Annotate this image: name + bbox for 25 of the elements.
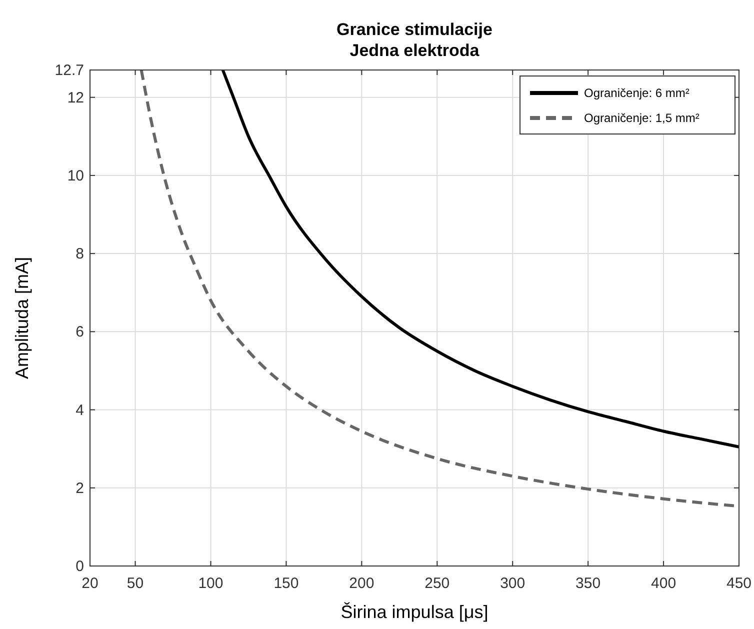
- y-tick-label: 2: [76, 480, 84, 497]
- legend-label: Ograničenje: 6 mm²: [584, 86, 690, 100]
- x-tick-label: 200: [349, 575, 374, 592]
- x-tick-label: 50: [126, 575, 144, 592]
- x-tick-label: 100: [198, 575, 224, 592]
- x-tick-label: 400: [651, 575, 676, 592]
- y-tick-label: 0: [76, 558, 84, 575]
- chart-subtitle: Jedna elektroda: [350, 41, 480, 60]
- y-tick-label: 4: [76, 402, 84, 419]
- y-tick-label: 8: [76, 246, 84, 263]
- chart-title: Granice stimulacije: [336, 20, 492, 39]
- y-tick-label: 12: [67, 89, 84, 106]
- x-tick-label: 250: [424, 575, 450, 592]
- y-tick-label: 12.7: [54, 62, 84, 79]
- line-series: [221, 68, 740, 448]
- x-tick-label: 300: [500, 575, 526, 592]
- x-tick-label: 20: [82, 575, 98, 592]
- y-tick-label: 6: [76, 324, 84, 341]
- x-tick-label: 150: [274, 575, 299, 592]
- x-tick-label: 450: [726, 575, 752, 592]
- x-axis-title: Širina impulsa [μs]: [340, 602, 488, 622]
- y-tick-label: 10: [67, 167, 84, 184]
- legend-label: Ograničenje: 1,5 mm²: [584, 111, 700, 125]
- x-tick-label: 350: [576, 575, 601, 592]
- y-axis-title: Amplituda [mA]: [12, 256, 32, 380]
